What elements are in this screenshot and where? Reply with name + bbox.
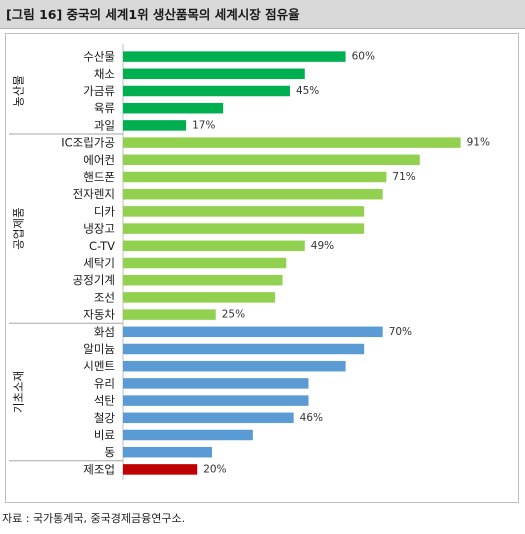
- category-label: 유리: [94, 376, 115, 390]
- x-tick-label: 40%: [259, 500, 283, 502]
- x-tick-label: 80%: [408, 500, 432, 502]
- bar: [123, 257, 287, 269]
- data-label: 60%: [352, 51, 375, 63]
- bar: [123, 171, 387, 183]
- group-label: 기초소재: [12, 371, 26, 413]
- category-label: 비료: [94, 428, 115, 442]
- bar: [123, 51, 346, 62]
- source-note: 자료 : 국가통계국, 중국경제금융연구소.: [2, 512, 186, 525]
- x-tick-label: 0%: [114, 500, 131, 502]
- data-label: 25%: [222, 309, 245, 321]
- category-label: 자동차: [83, 308, 115, 322]
- bar: [123, 343, 365, 355]
- bar: [123, 120, 187, 131]
- x-tick-label: 100%: [478, 500, 509, 502]
- category-label: C-TV: [89, 239, 115, 253]
- category-label: 디카: [94, 204, 116, 218]
- bar: [123, 188, 383, 200]
- data-label: 45%: [296, 85, 319, 97]
- category-label: 가금류: [83, 84, 115, 98]
- bar: [123, 292, 276, 303]
- bar: [123, 223, 365, 234]
- category-label: 전자렌지: [73, 187, 115, 201]
- data-label: 91%: [467, 137, 490, 149]
- data-label: 70%: [389, 326, 412, 338]
- bar: [123, 309, 216, 320]
- data-label: 49%: [311, 240, 334, 252]
- bar: [123, 446, 213, 458]
- group-label: 농산물: [12, 75, 26, 107]
- category-label: 공정기계: [73, 273, 115, 287]
- category-label: 과일: [94, 118, 115, 132]
- figure-title: [그림 16] 중국의 세계1위 생산품목의 세계시장 점유율: [0, 0, 525, 29]
- category-label: 핸드폰: [83, 170, 115, 184]
- data-label: 71%: [392, 171, 415, 183]
- bar: [123, 464, 198, 475]
- category-label: 제조업: [83, 462, 115, 476]
- bar: [123, 137, 461, 148]
- bar: [123, 429, 253, 441]
- category-label: IC조립가공: [61, 136, 115, 150]
- data-label: 17%: [192, 119, 215, 131]
- bar: [123, 206, 365, 217]
- bar: [123, 240, 305, 252]
- category-label: 에어컨: [83, 153, 115, 167]
- x-tick-label: 20%: [185, 500, 209, 502]
- category-label: 화섬: [94, 325, 115, 339]
- bar: [123, 395, 309, 406]
- category-label: 철강: [94, 411, 116, 425]
- bar: [123, 85, 290, 97]
- bar: [123, 154, 420, 166]
- category-label: 육류: [94, 101, 115, 115]
- group-label: 공업제품: [12, 207, 26, 249]
- data-label: 46%: [300, 412, 323, 424]
- category-label: 세탁기: [83, 256, 115, 270]
- x-tick-label: 60%: [333, 500, 357, 502]
- bar: [123, 274, 283, 286]
- bar: [123, 68, 305, 80]
- bar: [123, 102, 224, 114]
- category-label: 조선: [94, 290, 115, 304]
- category-label: 수산물: [83, 50, 115, 64]
- bar: [123, 412, 294, 424]
- category-label: 냉장고: [83, 222, 115, 236]
- bar: [123, 378, 309, 389]
- category-label: 시멘트: [83, 359, 115, 373]
- bar: [123, 360, 346, 372]
- bar: [123, 326, 383, 338]
- category-label: 동: [104, 445, 115, 459]
- data-label: 20%: [203, 463, 226, 475]
- category-label: 석탄: [94, 394, 116, 408]
- category-label: 채소: [94, 67, 115, 81]
- category-label: 알미늄: [83, 342, 115, 356]
